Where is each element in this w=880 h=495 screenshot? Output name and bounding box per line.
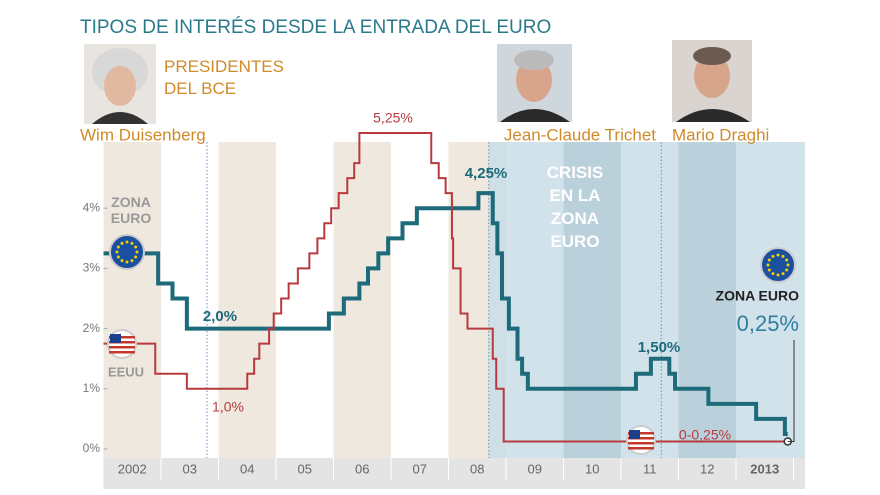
text-line: ZONA	[551, 209, 599, 228]
annotation: 4,25%	[465, 165, 508, 182]
us-stripe	[628, 432, 654, 435]
year-band	[218, 142, 276, 458]
plot-area	[103, 142, 805, 458]
y-tick-label: 0%	[83, 441, 101, 455]
portrait	[672, 40, 752, 122]
text-line: EN LA	[550, 186, 601, 205]
euro-star	[130, 259, 134, 263]
euro-star	[767, 258, 771, 262]
euro-star	[134, 255, 138, 259]
euro-star	[781, 254, 785, 258]
us-canton	[629, 430, 640, 439]
x-tick-label: 08	[470, 461, 484, 476]
crisis-band	[563, 142, 621, 458]
x-tick-label: 2002	[118, 461, 147, 476]
euro-star	[116, 255, 120, 259]
y-tick-label: 1%	[83, 381, 101, 395]
x-tick-label: 11	[643, 461, 657, 476]
annotation: 0,25%	[737, 311, 799, 336]
euro-star	[125, 240, 129, 244]
president-name: Jean-Claude Trichet	[504, 125, 656, 144]
x-tick-label: 09	[528, 461, 542, 476]
portrait	[84, 44, 156, 124]
series-label: ZONA EURO	[111, 194, 152, 226]
us-stripe	[109, 341, 135, 344]
text-line: EURO	[550, 232, 599, 251]
y-tick-label: 3%	[83, 261, 101, 275]
y-tick-label: 2%	[83, 321, 101, 335]
euro-star	[776, 273, 780, 277]
x-axis-strip	[103, 458, 805, 489]
euro-star	[786, 263, 790, 267]
euro-flag	[760, 247, 796, 283]
us-stripe	[109, 346, 135, 349]
chart-title: TIPOS DE INTERÉS DESDE LA ENTRADA DEL EU…	[80, 17, 551, 38]
us-stripe	[109, 351, 135, 354]
annotation: 2,0%	[203, 308, 237, 325]
y-tick-label: 4%	[83, 200, 101, 214]
subtitle: PRESIDENTES DEL BCE	[164, 57, 284, 98]
euro-star	[771, 272, 775, 276]
year-band	[391, 142, 449, 458]
annotation: 1,0%	[212, 399, 244, 415]
annotation: 0-0,25%	[679, 427, 731, 443]
euro-star	[125, 260, 129, 264]
president-name: Wim Duisenberg	[80, 125, 206, 144]
euro-star	[130, 241, 134, 245]
annotation: 5,25%	[373, 110, 413, 126]
euro-star	[785, 258, 789, 262]
text-line: EURO	[111, 210, 152, 226]
annotation: 1,50%	[638, 339, 681, 356]
text-line: PRESIDENTES	[164, 57, 284, 76]
text-line: ZONA	[111, 194, 151, 210]
euro-star	[134, 245, 138, 249]
euro-star	[120, 241, 124, 245]
president-name: Mario Draghi	[672, 125, 769, 144]
euro-star	[766, 263, 770, 267]
crisis-label: CRISIS EN LA ZONA EURO	[547, 163, 604, 251]
euro-star	[771, 254, 775, 258]
text-line: CRISIS	[547, 163, 604, 182]
year-band	[276, 142, 334, 458]
leader-line	[787, 340, 795, 442]
us-stripe	[628, 437, 654, 440]
euro-star	[120, 259, 124, 263]
us-stripe	[628, 447, 654, 450]
x-tick-label: 06	[355, 461, 369, 476]
euro-star	[767, 268, 771, 272]
euro-star	[785, 268, 789, 272]
euro-star	[781, 272, 785, 276]
series-line	[103, 191, 788, 436]
euro-star	[115, 250, 119, 254]
text-line: DEL BCE	[164, 79, 236, 98]
portrait	[497, 44, 572, 122]
year-band	[161, 142, 219, 458]
x-tick-label: 07	[413, 461, 427, 476]
us-canton	[110, 334, 121, 343]
series-line	[103, 131, 788, 443]
x-tick-label: 04	[240, 461, 254, 476]
year-band	[103, 142, 161, 458]
x-tick-label: 05	[298, 461, 312, 476]
euro-star	[135, 250, 139, 254]
x-tick-label: 03	[183, 461, 197, 476]
x-tick-label: 12	[700, 461, 714, 476]
euro-star	[116, 245, 120, 249]
x-tick-label: 10	[585, 461, 599, 476]
us-stripe	[628, 442, 654, 445]
series-label: EEUU	[108, 364, 144, 379]
euro-flag	[109, 234, 145, 270]
us-stripe	[109, 336, 135, 339]
x-tick-label: 2013	[750, 461, 779, 476]
annotation: ZONA EURO	[716, 288, 800, 304]
euro-star	[776, 253, 780, 257]
